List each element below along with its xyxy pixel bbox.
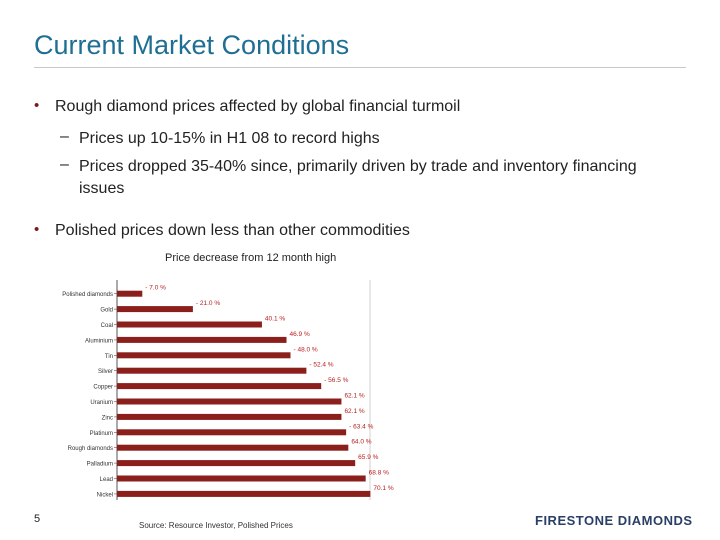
sub-bullet-dash: – (60, 156, 69, 173)
chart-category-label: Polished diamonds (62, 292, 113, 298)
chart-data-label: - 52.4 % (309, 362, 333, 369)
chart-bar (117, 367, 307, 374)
chart-data-label: - 48.0 % (293, 346, 317, 353)
chart-category-label: Gold (100, 308, 113, 314)
slide-title: Current Market Conditions (34, 30, 350, 60)
bullet-marker: • (34, 97, 40, 114)
chart-data-label: 68.8 % (369, 470, 389, 477)
chart-bar (117, 352, 291, 359)
chart-data-label: - 56.5 % (324, 377, 348, 384)
bullet-marker: • (34, 221, 40, 238)
chart-bar (117, 460, 356, 467)
chart-category-label: Platinum (90, 431, 113, 437)
chart-bar (117, 306, 193, 313)
chart-category-label: Copper (93, 385, 113, 391)
bullet-text: Rough diamond prices affected by global … (55, 98, 461, 115)
chart-data-label: - 21.0 % (196, 300, 220, 307)
chart-data-label: - 7.0 % (145, 285, 166, 292)
chart-category-label: Lead (100, 477, 113, 483)
chart-bar (117, 321, 262, 328)
chart-bar (117, 490, 371, 497)
firestone-diamonds-logo: FIRESTONE DIAMONDS (535, 513, 693, 528)
sub-bullet-text: Prices up 10-15% in H1 08 to record high… (79, 130, 380, 147)
source-note: Source: Resource Investor, Polished Pric… (139, 521, 293, 530)
chart-category-label: Nickel (97, 492, 113, 498)
title-divider (34, 67, 686, 68)
chart-category-label: Rough diamonds (68, 446, 113, 452)
page-number: 5 (34, 513, 41, 525)
sub-bullet-text: Prices dropped 35-40% since, primarily d… (79, 158, 637, 197)
chart-data-label: - 63.4 % (349, 423, 373, 430)
chart-bar (117, 429, 347, 436)
chart-category-label: Coal (101, 323, 113, 329)
chart-bar (117, 444, 349, 451)
chart-bar (117, 413, 342, 420)
chart-bar (117, 398, 342, 405)
chart-data-label: 62.1 % (344, 408, 364, 415)
chart-category-label: Zinc (102, 415, 113, 421)
sub-bullet-dash: – (60, 128, 69, 145)
bullet-text: Polished prices down less than other com… (55, 222, 410, 239)
chart-data-label: 62.1 % (344, 393, 364, 400)
chart-category-label: Tin (105, 354, 113, 360)
chart-category-label: Aluminium (85, 338, 113, 344)
chart-category-label: Palladium (87, 462, 113, 468)
chart-bar (117, 336, 287, 343)
chart-data-label: 46.9 % (290, 331, 310, 338)
chart-category-label: Silver (98, 369, 113, 375)
chart-category-label: Uranium (90, 400, 113, 406)
chart-title: Price decrease from 12 month high (165, 252, 337, 264)
chart-data-label: 65.9 % (358, 454, 378, 461)
price-decrease-chart: Polished diamonds - 7.0 % Gold - 21.0 % Coal… (62, 280, 394, 500)
chart-bar (117, 290, 143, 297)
chart-bar (117, 475, 366, 482)
chart-data-label: 40.1 % (265, 316, 285, 323)
chart-data-label: 70.1 % (373, 485, 393, 492)
chart-bar (117, 383, 322, 390)
chart-data-label: 64.0 % (351, 439, 371, 446)
